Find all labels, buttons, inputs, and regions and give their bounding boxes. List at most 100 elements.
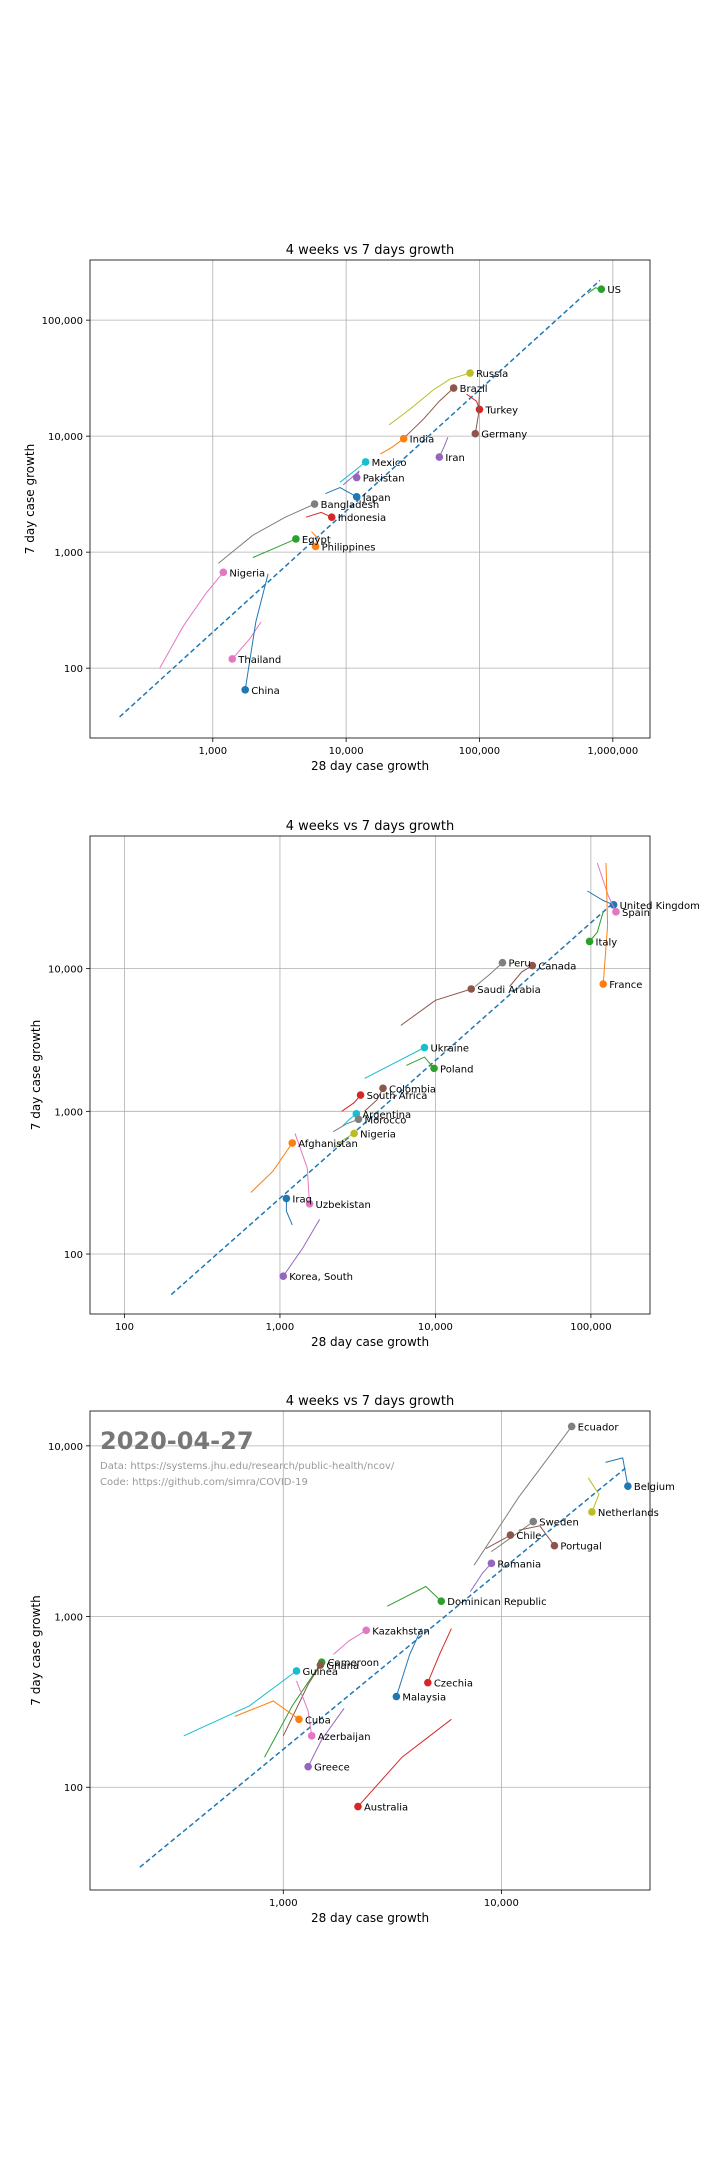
- point-label: Bangladesh: [321, 500, 380, 511]
- series-trail: [332, 1118, 359, 1133]
- y-tick-label: 10,000: [48, 965, 83, 976]
- x-axis-label: 28 day case growth: [311, 1911, 429, 1925]
- data-point: [528, 961, 537, 970]
- data-point: [420, 1043, 429, 1052]
- series-trail: [364, 1047, 425, 1079]
- series-trail: [159, 571, 224, 669]
- point-label: Colombia: [389, 1084, 436, 1095]
- data-point: [475, 405, 484, 414]
- series-trail: [400, 988, 472, 1026]
- series-trail: [333, 1629, 367, 1655]
- plot-area: [170, 862, 620, 1296]
- point-label: Saudi Arabia: [477, 985, 540, 996]
- series-trail: [264, 1661, 323, 1758]
- series-trail: [252, 538, 297, 558]
- series-trail: [596, 862, 617, 913]
- point-label: Turkey: [484, 405, 518, 416]
- point-label: Australia: [364, 1803, 408, 1814]
- data-point: [567, 1422, 576, 1431]
- y-tick-label: 100: [64, 1783, 83, 1794]
- data-point: [506, 1531, 515, 1539]
- point-label: Ghana: [326, 1661, 359, 1672]
- series-trail: [217, 503, 315, 564]
- data-point: [585, 937, 594, 946]
- data-point: [612, 908, 620, 916]
- x-tick-label: 1,000: [266, 1322, 295, 1333]
- x-tick-label: 10,000: [418, 1322, 453, 1333]
- data-point: [597, 285, 606, 293]
- series-trail: [307, 1708, 345, 1767]
- data-point: [599, 980, 607, 988]
- point-label: Pakistan: [363, 474, 405, 485]
- data-point: [219, 568, 228, 577]
- point-label: Peru: [508, 959, 530, 970]
- series-trail: [231, 621, 262, 660]
- series-trail: [473, 1426, 573, 1566]
- data-point: [361, 458, 370, 466]
- point-label: Dominican Republic: [447, 1597, 546, 1608]
- x-tick-label: 1,000: [198, 746, 227, 757]
- point-label: United Kingdom: [620, 901, 700, 912]
- data-point: [350, 1129, 358, 1138]
- data-point: [392, 1692, 401, 1701]
- series-trail: [474, 391, 480, 434]
- series-trail: [491, 1521, 534, 1553]
- series-trail: [296, 1680, 313, 1736]
- data-point: [399, 434, 408, 443]
- data-point: [292, 1667, 301, 1675]
- series-trail: [183, 1670, 297, 1737]
- chart-3: 1,000 10,000 100 1,000 10,000 Ecuador Belgium N…: [29, 1394, 675, 1925]
- chart-title: 4 weeks vs 7 days growth: [286, 243, 455, 258]
- point-label: Iran: [445, 453, 465, 464]
- data-point: [282, 1194, 291, 1203]
- point-label: Mexico: [372, 458, 407, 469]
- data-point: [354, 1802, 362, 1811]
- series-trail: [250, 1142, 293, 1193]
- point-label: Malaysia: [402, 1693, 446, 1704]
- data-point: [449, 384, 458, 392]
- data-point: [327, 513, 336, 522]
- point-label: US: [607, 285, 621, 296]
- data-point: [550, 1541, 559, 1550]
- data-point: [467, 985, 476, 993]
- point-label: Belgium: [634, 1482, 675, 1493]
- point-label: Nigeria: [229, 568, 265, 579]
- series-trail: [518, 1525, 555, 1546]
- plot-frame: [89, 259, 651, 739]
- data-point: [498, 958, 507, 967]
- x-tick-label: 100: [115, 1322, 134, 1333]
- series-trail: [282, 1664, 321, 1737]
- y-tick-label: 100: [64, 664, 83, 675]
- point-label: Canada: [538, 962, 576, 973]
- point-label: Morocco: [364, 1115, 406, 1126]
- x-tick-label: 100,000: [459, 746, 500, 757]
- data-point: [288, 1139, 297, 1147]
- y-tick-label: 1,000: [54, 1613, 83, 1624]
- point-label: Guinea: [303, 1667, 338, 1678]
- point-label: Netherlands: [598, 1508, 659, 1519]
- series-trail: [474, 962, 503, 987]
- chart-title: 4 weeks vs 7 days growth: [286, 1394, 455, 1409]
- y-axis-label: 7 day case growth: [29, 1595, 43, 1706]
- chart-2: 100 1,000 10,000 100,000 100 1,000 10,000 Unite…: [29, 819, 700, 1349]
- series-trail: [602, 862, 609, 985]
- annotation-date: 2020-04-27: [100, 1427, 254, 1455]
- data-point: [295, 1715, 303, 1724]
- x-tick-label: 10,000: [329, 746, 364, 757]
- point-label: India: [410, 435, 435, 446]
- annotation-code-source: Code: https://github.com/simra/COVID-19: [100, 1477, 308, 1488]
- annotation: 2020-04-27 Data: https://systems.jhu.edu/…: [100, 1427, 395, 1488]
- point-label: Ecuador: [578, 1422, 620, 1433]
- x-tick-label: 1,000,000: [587, 746, 638, 757]
- point-label: Argentina: [362, 1110, 411, 1121]
- series-trail: [469, 1562, 492, 1592]
- data-point: [471, 429, 480, 438]
- x-tick-label: 1,000: [269, 1898, 298, 1909]
- x-tick-label: 10,000: [484, 1898, 519, 1909]
- x-tick-label: 100,000: [570, 1322, 611, 1333]
- point-label: Romania: [497, 1559, 541, 1570]
- series-trail: [605, 1457, 629, 1487]
- series-trail: [339, 461, 366, 483]
- point-label: Kazakhstan: [372, 1626, 430, 1637]
